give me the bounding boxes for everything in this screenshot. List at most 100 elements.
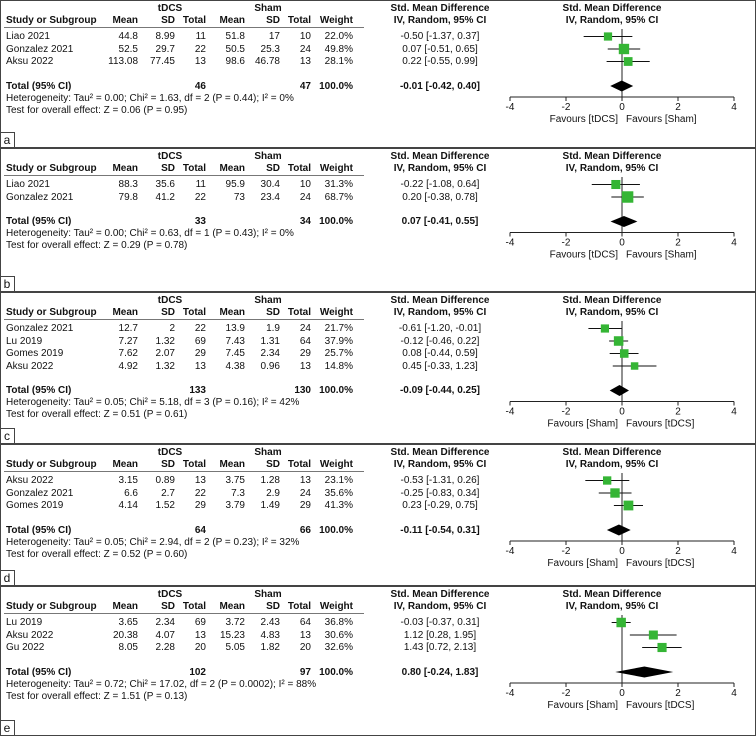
study-name: Aksu 2022 xyxy=(6,629,54,641)
sham-mean: 7.3 xyxy=(231,487,245,499)
study-weight: 68.7% xyxy=(324,191,353,203)
tdcs-sd: 1.32 xyxy=(155,335,175,347)
header-method: IV, Random, 95% CI xyxy=(393,15,487,26)
favours-right-label: Favours [Sham] xyxy=(626,114,697,125)
x-tick-label: 2 xyxy=(675,546,681,557)
total-label: Total (95% CI) xyxy=(6,666,72,678)
tdcs-total: 29 xyxy=(194,348,206,359)
study-weight: 49.8% xyxy=(324,43,353,55)
sham-sd: 2.43 xyxy=(260,617,280,628)
total-ci: 0.07 [-0.41, 0.55] xyxy=(401,216,479,227)
header-study: Study or Subgroup xyxy=(6,601,97,612)
total-n-tdcs: 64 xyxy=(194,524,206,536)
header-total-tdcs: Total xyxy=(182,15,206,26)
sham-mean: 3.79 xyxy=(225,500,245,511)
group-label-tdcs: tDCS xyxy=(157,447,183,458)
forest-plot-area: -4 -2 0 2 4 Favours [Sham] Favours [tDCS] xyxy=(506,473,737,569)
tdcs-mean: 7.27 xyxy=(118,335,138,347)
panel-letter: c xyxy=(0,428,15,444)
header-mean-sham: Mean xyxy=(219,601,245,612)
total-n-sham: 130 xyxy=(294,385,311,396)
study-marker xyxy=(611,179,621,190)
group-label-tdcs: tDCS xyxy=(157,589,183,600)
study-ci: -0.50 [-1.37, 0.37] xyxy=(400,31,480,42)
total-ci: -0.11 [-0.54, 0.31] xyxy=(400,524,480,536)
sham-sd: 1.9 xyxy=(266,323,280,334)
study-name: Liao 2021 xyxy=(6,179,50,190)
total-label: Total (95% CI) xyxy=(6,80,72,92)
sham-mean: 95.9 xyxy=(225,179,245,190)
header-weight: Weight xyxy=(319,459,353,470)
overall-effect-text: Test for overall effect: Z = 0.29 (P = 0… xyxy=(6,240,188,251)
forest-plot-area: -4 -2 0 2 4 Favours [tDCS] Favours [Sham] xyxy=(506,29,737,125)
plot-header-smd: Std. Mean Difference xyxy=(562,589,662,600)
group-label-sham: Sham xyxy=(254,3,282,14)
heterogeneity-text: Heterogeneity: Tau² = 0.05; Chi² = 5.18,… xyxy=(6,397,300,408)
sham-total: 24 xyxy=(299,43,311,55)
study-marker xyxy=(618,43,630,55)
study-name: Aksu 2022 xyxy=(6,475,54,486)
sham-total: 13 xyxy=(299,629,311,641)
tdcs-mean: 113.08 xyxy=(108,56,138,67)
sham-sd: 30.4 xyxy=(260,179,280,190)
sham-sd: 17 xyxy=(268,31,280,42)
group-label-sham: Sham xyxy=(254,447,282,458)
sham-total: 29 xyxy=(299,348,311,359)
study-marker xyxy=(621,191,634,203)
x-tick-label: 2 xyxy=(675,407,681,418)
x-tick-label: 4 xyxy=(731,238,737,249)
header-smd: Std. Mean Difference xyxy=(390,447,490,458)
header-sd-tdcs: SD xyxy=(161,601,175,612)
study-weight: 36.8% xyxy=(324,617,353,628)
x-tick-label: -4 xyxy=(506,688,515,699)
tdcs-total: 29 xyxy=(194,500,206,511)
study-name: Gonzalez 2021 xyxy=(6,487,74,499)
header-mean-tdcs: Mean xyxy=(112,459,138,470)
header-study: Study or Subgroup xyxy=(6,163,97,174)
x-tick-label: 0 xyxy=(619,546,625,557)
sham-mean: 73 xyxy=(233,191,245,203)
sham-sd: 1.82 xyxy=(260,642,280,653)
study-marker xyxy=(616,617,626,628)
forest-plot-area: -4 -2 0 2 4 Favours [Sham] Favours [tDCS] xyxy=(506,615,737,711)
total-n-tdcs: 46 xyxy=(194,80,206,92)
plot-header-smd: Std. Mean Difference xyxy=(562,295,662,306)
header-sd-sham: SD xyxy=(266,601,280,612)
study-ci: -0.22 [-1.08, 0.64] xyxy=(400,179,480,190)
header-sd-tdcs: SD xyxy=(161,15,175,26)
pooled-diamond xyxy=(610,216,638,227)
sham-mean: 5.05 xyxy=(225,642,245,653)
header-sd-sham: SD xyxy=(266,163,280,174)
favours-left-label: Favours [Sham] xyxy=(547,700,618,711)
total-weight: 100.0% xyxy=(319,216,353,227)
group-label-sham: Sham xyxy=(254,589,282,600)
study-name: Gomes 2019 xyxy=(6,348,64,359)
tdcs-total: 11 xyxy=(195,179,206,190)
study-marker xyxy=(657,642,667,653)
group-label-tdcs: tDCS xyxy=(157,151,183,162)
study-marker xyxy=(630,362,639,370)
x-tick-label: -4 xyxy=(506,407,515,418)
sham-mean: 7.43 xyxy=(225,335,245,347)
header-weight: Weight xyxy=(319,15,353,26)
header-mean-sham: Mean xyxy=(219,307,245,318)
tdcs-mean: 8.05 xyxy=(118,642,138,653)
study-weight: 22.0% xyxy=(324,31,353,42)
study-ci: 0.22 [-0.55, 0.99] xyxy=(402,56,478,67)
sham-sd: 2.9 xyxy=(266,487,280,499)
study-weight: 30.6% xyxy=(324,629,353,641)
study-name: Lu 2019 xyxy=(6,335,43,347)
x-tick-label: -4 xyxy=(506,238,515,249)
header-separator xyxy=(4,613,364,614)
study-ci: -0.61 [-1.20, -0.01] xyxy=(398,323,482,334)
x-tick-label: 2 xyxy=(675,688,681,699)
sham-total: 24 xyxy=(299,191,311,203)
study-weight: 23.1% xyxy=(324,475,353,486)
sham-total: 10 xyxy=(299,179,311,190)
header-total-sham: Total xyxy=(287,163,311,174)
sham-mean: 51.8 xyxy=(225,31,245,42)
study-ci: -0.25 [-0.83, 0.34] xyxy=(400,487,480,499)
favours-left-label: Favours [tDCS] xyxy=(550,114,619,125)
sham-total: 13 xyxy=(299,475,311,486)
tdcs-mean: 3.65 xyxy=(118,617,138,628)
